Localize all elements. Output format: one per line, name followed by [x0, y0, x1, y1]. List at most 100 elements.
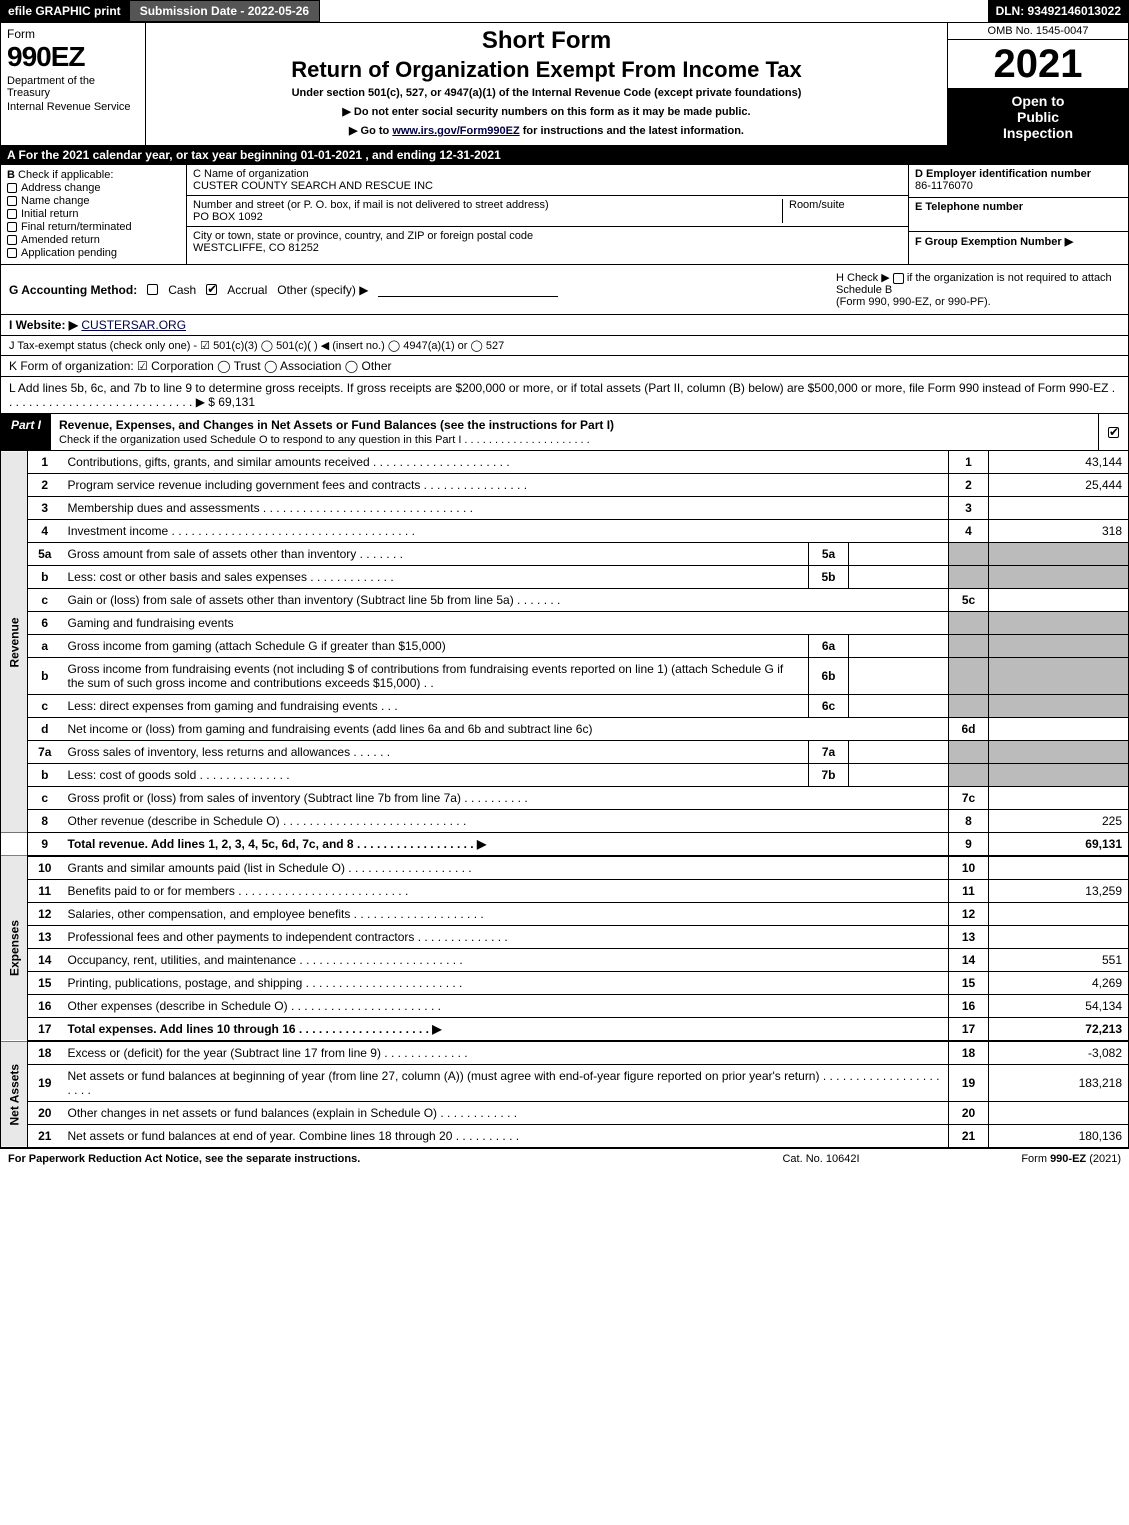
l11-col: 11: [949, 880, 989, 903]
l5b-desc: Less: cost or other basis and sales expe…: [62, 566, 809, 589]
footer-right: Form 990-EZ (2021): [921, 1153, 1121, 1165]
opt-pending: Application pending: [21, 247, 117, 259]
chk-amended[interactable]: [7, 235, 17, 245]
goto-post: for instructions and the latest informat…: [520, 125, 744, 137]
l6c-amt: [989, 695, 1129, 718]
row-line-17: 17 Total expenses. Add lines 10 through …: [1, 1018, 1129, 1042]
chk-pending[interactable]: [7, 248, 17, 258]
row-line-11: 11 Benefits paid to or for members . . .…: [1, 880, 1129, 903]
chk-part1-scho[interactable]: [1108, 427, 1119, 438]
open-line2: Public: [952, 109, 1124, 125]
l18-no: 18: [28, 1041, 62, 1065]
l6d-amt: [989, 718, 1129, 741]
omb-number: OMB No. 1545-0047: [948, 23, 1128, 40]
chk-address-change[interactable]: [7, 183, 17, 193]
l16-col: 16: [949, 995, 989, 1018]
chk-name-change[interactable]: [7, 196, 17, 206]
org-name: CUSTER COUNTY SEARCH AND RESCUE INC: [193, 180, 902, 192]
chk-h[interactable]: [893, 273, 904, 284]
l16-desc: Other expenses (describe in Schedule O) …: [62, 995, 949, 1018]
opt-address-change: Address change: [21, 182, 101, 194]
l7a-col: [949, 741, 989, 764]
l21-amt: 180,136: [989, 1125, 1129, 1148]
l6a-desc: Gross income from gaming (attach Schedul…: [62, 635, 809, 658]
row-line-20: 20 Other changes in net assets or fund b…: [1, 1102, 1129, 1125]
l16-no: 16: [28, 995, 62, 1018]
l7b-no: b: [28, 764, 62, 787]
l10-amt: [989, 856, 1129, 880]
row-gh: G Accounting Method: Cash Accrual Other …: [0, 265, 1129, 315]
l6-col: [949, 612, 989, 635]
l10-no: 10: [28, 856, 62, 880]
l6d-desc: Net income or (loss) from gaming and fun…: [62, 718, 949, 741]
section-h: H Check ▶ if the organization is not req…: [828, 265, 1128, 314]
chk-cash[interactable]: [147, 284, 158, 295]
l6b-no: b: [28, 658, 62, 695]
l-amount: 69,131: [218, 395, 255, 409]
l7b-desc: Less: cost of goods sold . . . . . . . .…: [62, 764, 809, 787]
l3-no: 3: [28, 497, 62, 520]
row-line-6d: d Net income or (loss) from gaming and f…: [1, 718, 1129, 741]
l9-desc: Total revenue. Add lines 1, 2, 3, 4, 5c,…: [62, 833, 949, 857]
row-line-8: 8 Other revenue (describe in Schedule O)…: [1, 810, 1129, 833]
l21-col: 21: [949, 1125, 989, 1148]
website-link[interactable]: CUSTERSAR.ORG: [81, 318, 186, 332]
l5a-desc: Gross amount from sale of assets other t…: [62, 543, 809, 566]
footer-r-post: (2021): [1086, 1153, 1121, 1165]
city-value: WESTCLIFFE, CO 81252: [193, 242, 902, 254]
row-line-7c: c Gross profit or (loss) from sales of i…: [1, 787, 1129, 810]
chk-final-return[interactable]: [7, 222, 17, 232]
submission-date: Submission Date - 2022-05-26: [129, 0, 320, 22]
netassets-label: Net Assets: [1, 1041, 28, 1148]
l6-no: 6: [28, 612, 62, 635]
addr-value: PO BOX 1092: [193, 211, 782, 223]
part1-header: Part I Revenue, Expenses, and Changes in…: [0, 414, 1129, 451]
l14-desc: Occupancy, rent, utilities, and maintena…: [62, 949, 949, 972]
l1-desc: Contributions, gifts, grants, and simila…: [62, 451, 949, 474]
row-line-6b: b Gross income from fundraising events (…: [1, 658, 1129, 695]
l6a-no: a: [28, 635, 62, 658]
l-text: L Add lines 5b, 6c, and 7b to line 9 to …: [9, 381, 1115, 409]
l4-no: 4: [28, 520, 62, 543]
l7a-amt: [989, 741, 1129, 764]
l6a-amt: [989, 635, 1129, 658]
l13-desc: Professional fees and other payments to …: [62, 926, 949, 949]
l2-desc: Program service revenue including govern…: [62, 474, 949, 497]
l9-no: 9: [28, 833, 62, 857]
addr-label: Number and street (or P. O. box, if mail…: [193, 199, 782, 211]
form-header: Form 990EZ Department of the Treasury In…: [0, 22, 1129, 146]
l21-no: 21: [28, 1125, 62, 1148]
l7a-mid: 7a: [809, 741, 849, 764]
chk-initial-return[interactable]: [7, 209, 17, 219]
l12-amt: [989, 903, 1129, 926]
opt-initial-return: Initial return: [21, 208, 78, 220]
h-text1: H Check ▶: [836, 272, 890, 284]
section-c: C Name of organization CUSTER COUNTY SEA…: [187, 165, 908, 264]
l5b-amt: [989, 566, 1129, 589]
row-line-5a: 5a Gross amount from sale of assets othe…: [1, 543, 1129, 566]
l17-no: 17: [28, 1018, 62, 1042]
part1-sub: Check if the organization used Schedule …: [59, 434, 590, 446]
irs-link[interactable]: www.irs.gov/Form990EZ: [392, 125, 519, 137]
g-other-input[interactable]: [378, 283, 558, 297]
l19-col: 19: [949, 1065, 989, 1102]
dept-irs: Internal Revenue Service: [7, 101, 139, 113]
g-cash: Cash: [168, 283, 196, 297]
header-middle: Short Form Return of Organization Exempt…: [146, 23, 948, 145]
row-line-7b: b Less: cost of goods sold . . . . . . .…: [1, 764, 1129, 787]
row-line-6a: a Gross income from gaming (attach Sched…: [1, 635, 1129, 658]
footer-r-pre: Form: [1021, 1153, 1050, 1165]
under-section: Under section 501(c), 527, or 4947(a)(1)…: [154, 87, 939, 99]
chk-accrual[interactable]: [206, 284, 217, 295]
revenue-label: Revenue: [1, 451, 28, 833]
l7a-midv: [849, 741, 949, 764]
l6a-midv: [849, 635, 949, 658]
l7c-desc: Gross profit or (loss) from sales of inv…: [62, 787, 949, 810]
l15-desc: Printing, publications, postage, and shi…: [62, 972, 949, 995]
top-spacer: [320, 0, 987, 22]
l20-no: 20: [28, 1102, 62, 1125]
l5b-mid: 5b: [809, 566, 849, 589]
l7b-amt: [989, 764, 1129, 787]
row-line-13: 13 Professional fees and other payments …: [1, 926, 1129, 949]
goto-line: ▶ Go to www.irs.gov/Form990EZ for instru…: [154, 124, 939, 137]
